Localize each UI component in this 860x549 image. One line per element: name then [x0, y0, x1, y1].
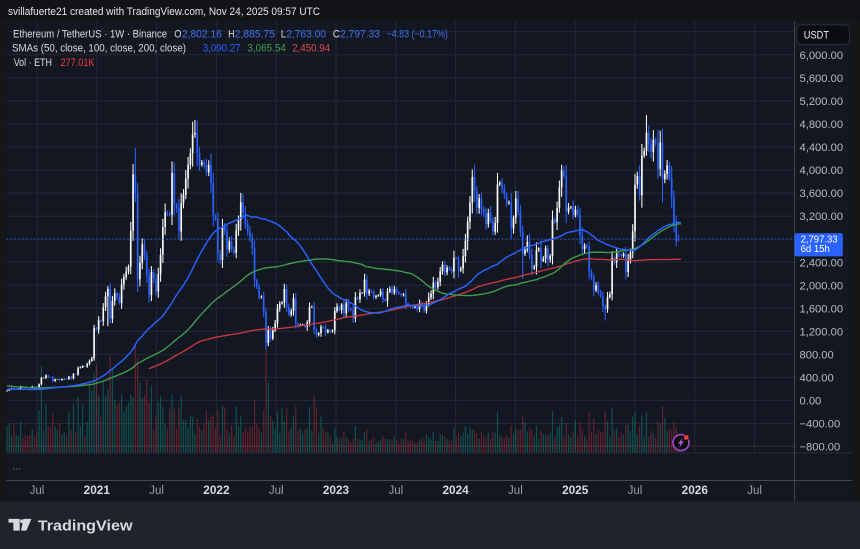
svg-text:Jul: Jul [269, 485, 284, 497]
svg-text:2022: 2022 [203, 483, 230, 497]
svg-text:Jul: Jul [388, 485, 403, 497]
svg-text:5,200.00: 5,200.00 [800, 96, 844, 108]
svg-text:SMAs (50, close, 100, close, 2: SMAs (50, close, 100, close, 200, close)… [12, 43, 330, 55]
svg-text:4,000.00: 4,000.00 [800, 165, 844, 177]
svg-text:800.00: 800.00 [800, 349, 834, 361]
svg-text:2,000.00: 2,000.00 [800, 280, 844, 292]
svg-text:0.00: 0.00 [800, 396, 822, 408]
svg-text:2023: 2023 [323, 483, 350, 497]
svg-text:Jul: Jul [747, 485, 762, 497]
svg-text:USDT: USDT [804, 30, 829, 42]
svg-text:2024: 2024 [442, 483, 469, 497]
svg-text:400.00: 400.00 [800, 373, 834, 385]
svg-text:Jul: Jul [30, 485, 45, 497]
svg-text:TradingView: TradingView [38, 518, 133, 535]
svg-text:...: ... [12, 460, 21, 472]
svg-text:Jul: Jul [508, 485, 523, 497]
svg-text:2025: 2025 [562, 483, 589, 497]
svg-text:2,400.00: 2,400.00 [800, 257, 844, 269]
svg-text:3,600.00: 3,600.00 [800, 188, 844, 200]
svg-text:3,200.00: 3,200.00 [800, 211, 844, 223]
svg-text:Jul: Jul [149, 485, 164, 497]
svg-text:Jul: Jul [628, 485, 643, 497]
svg-text:2021: 2021 [84, 483, 111, 497]
svg-text:6,000.00: 6,000.00 [800, 50, 844, 62]
svg-text:2026: 2026 [682, 483, 709, 497]
svg-text:−400.00: −400.00 [800, 419, 841, 431]
svg-text:1,600.00: 1,600.00 [800, 303, 844, 315]
svg-text:svillafuerte21 created with Tr: svillafuerte21 created with TradingView.… [8, 6, 320, 18]
svg-text:4,800.00: 4,800.00 [800, 119, 844, 131]
svg-text:6d 15h: 6d 15h [801, 244, 830, 255]
svg-text:5,600.00: 5,600.00 [800, 73, 844, 85]
svg-text:1,200.00: 1,200.00 [800, 326, 844, 338]
svg-text:2,797.33: 2,797.33 [801, 234, 838, 245]
svg-text:Ethereum / TetherUS · 1W · Bin: Ethereum / TetherUS · 1W · Binance O2,802… [13, 28, 448, 40]
svg-text:4,400.00: 4,400.00 [800, 142, 844, 154]
svg-text:−800.00: −800.00 [800, 442, 841, 454]
